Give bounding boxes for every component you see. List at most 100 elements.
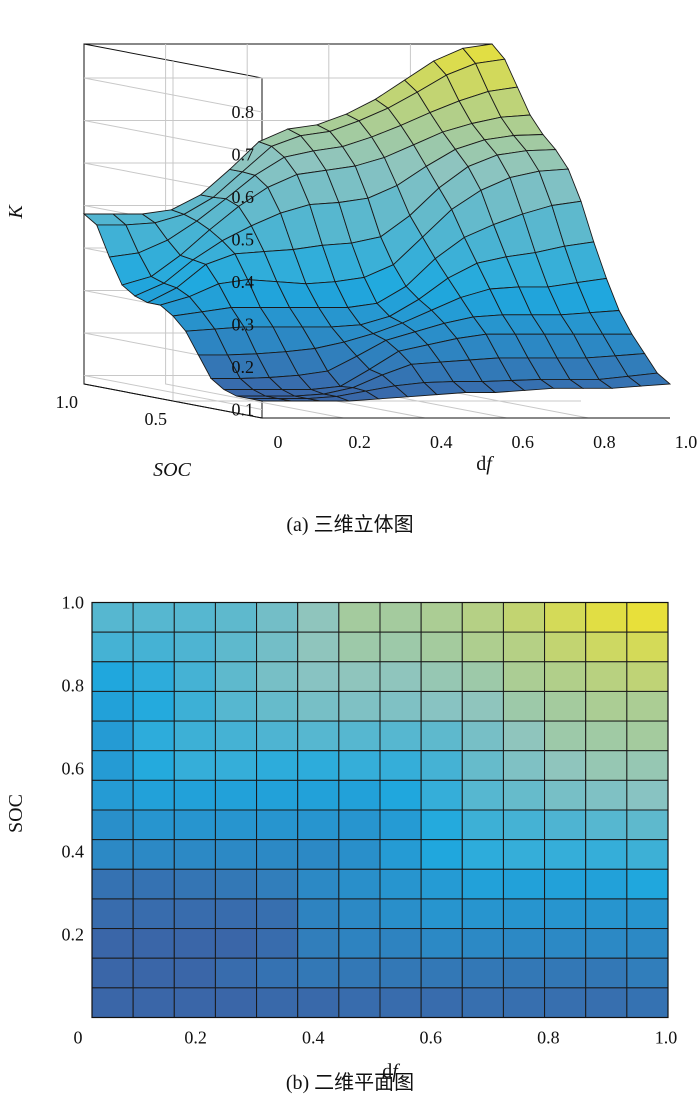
heatmap-cell [132, 928, 175, 959]
heatmap-cell [544, 809, 587, 841]
heatmap-cell [256, 957, 299, 989]
heatmap-cell [256, 690, 299, 722]
heatmap-cell [502, 779, 546, 811]
heatmap-x-tick-label: 0.8 [537, 1028, 560, 1048]
heatmap-cell [544, 661, 587, 692]
heatmap-cell [173, 898, 216, 930]
heatmap-cell [379, 928, 422, 959]
heatmap-cell [420, 602, 463, 633]
heatmap-cell [502, 720, 546, 752]
heatmap-cell [132, 661, 175, 692]
heatmap-cell [173, 928, 216, 959]
heatmap-cell [502, 690, 546, 722]
heatmap-cell [502, 898, 546, 930]
y-tick-label: 0.5 [145, 409, 168, 429]
heatmap-cell [626, 957, 669, 989]
heatmap-cell [585, 957, 628, 989]
heatmap-cell [132, 779, 175, 811]
surface-patch [626, 372, 672, 387]
heatmap-cell [256, 898, 299, 930]
surface-3d-chart: 0.1 0.2 0.3 0.4 0.5 0.6 0.7 0.8 0 0.2 0.4 0.6 0.8 1.0… [5, 43, 697, 481]
heatmap-cell [297, 809, 340, 841]
heatmap-cell [379, 779, 422, 811]
heatmap-cell [256, 928, 299, 959]
heatmap-cell [91, 809, 134, 841]
heatmap-cell [214, 631, 258, 663]
heatmap-cell [502, 957, 546, 989]
heatmap-axes: 0 0.2 0.4 0.6 0.8 1.0 0.2 0.4 0.6 0.8 1.0 [62, 593, 678, 1048]
heatmap-cell [461, 631, 504, 663]
heatmap-cell [132, 690, 175, 722]
heatmap-cell [626, 928, 669, 959]
heatmap-cell [338, 957, 381, 989]
heatmap-cell [502, 602, 546, 633]
heatmap-frame [91, 601, 669, 1019]
heatmap-cell [626, 720, 669, 752]
z-tick-label: 0.2 [232, 357, 255, 377]
heatmap-cell [461, 661, 504, 692]
caption-b: (b) 二维平面图 [285, 1072, 415, 1094]
heatmap-cell [461, 898, 504, 930]
heatmap-cell [379, 631, 422, 663]
heatmap-cell [338, 987, 381, 1019]
heatmap-cell [420, 928, 463, 959]
heatmap-cell [214, 661, 258, 692]
heatmap-chart: 0 0.2 0.4 0.6 0.8 1.0 0.2 0.4 0.6 0.8 1.0 SOC df [5, 593, 678, 1083]
heatmap-cell [91, 987, 134, 1019]
heatmap-cell [297, 720, 340, 752]
heatmap-cell [626, 750, 669, 781]
heatmap-cell [338, 661, 381, 692]
heatmap-cell [256, 779, 299, 811]
heatmap-cell [91, 631, 134, 663]
heatmap-cell [502, 661, 546, 692]
heatmap-cell [461, 839, 504, 870]
heatmap-cell [379, 868, 422, 900]
x-gridline [165, 44, 344, 419]
heatmap-cell [338, 690, 381, 722]
heatmap-cell [626, 839, 669, 870]
heatmap-cell [173, 690, 216, 722]
heatmap-cell [338, 631, 381, 663]
heatmap-cell [91, 661, 134, 692]
heatmap-cell [91, 898, 134, 930]
heatmap-cell [420, 631, 463, 663]
heatmap-cell [338, 809, 381, 841]
heatmap-cell [461, 779, 504, 811]
heatmap-cell [132, 602, 175, 633]
z-tick-label: 0.5 [232, 230, 255, 250]
heatmap-cell [256, 839, 299, 870]
heatmap-cell [420, 690, 463, 722]
heatmap-cell [214, 987, 258, 1019]
heatmap-cell [420, 957, 463, 989]
heatmap-x-tick-label: 0.6 [420, 1028, 443, 1048]
heatmap-y-tick-label: 0.2 [62, 925, 85, 945]
y-axis-line [83, 383, 263, 419]
heatmap-cell [256, 602, 299, 633]
heatmap-cell [214, 898, 258, 930]
z-tick-label: 0.7 [232, 145, 255, 165]
heatmap-cell [256, 809, 299, 841]
heatmap-cell [626, 809, 669, 841]
heatmap-cell [256, 750, 299, 781]
heatmap-cell [379, 602, 422, 633]
heatmap-cell [379, 987, 422, 1019]
heatmap-cell [173, 957, 216, 989]
heatmap-cell [585, 750, 628, 781]
heatmap-cells [91, 602, 669, 1019]
heatmap-cell [214, 602, 258, 633]
heatmap-cell [585, 868, 628, 900]
z-tick-label: 0.8 [232, 102, 255, 122]
heatmap-cell [91, 868, 134, 900]
heatmap-cell [626, 868, 669, 900]
heatmap-cell [256, 987, 299, 1019]
heatmap-cell [585, 690, 628, 722]
heatmap-cell [214, 690, 258, 722]
heatmap-cell [379, 839, 422, 870]
heatmap-cell [338, 750, 381, 781]
heatmap-cell [214, 809, 258, 841]
heatmap-cell [132, 957, 175, 989]
heatmap-cell [297, 839, 340, 870]
heatmap-cell [91, 602, 134, 633]
heatmap-cell [297, 779, 340, 811]
heatmap-cell [379, 809, 422, 841]
